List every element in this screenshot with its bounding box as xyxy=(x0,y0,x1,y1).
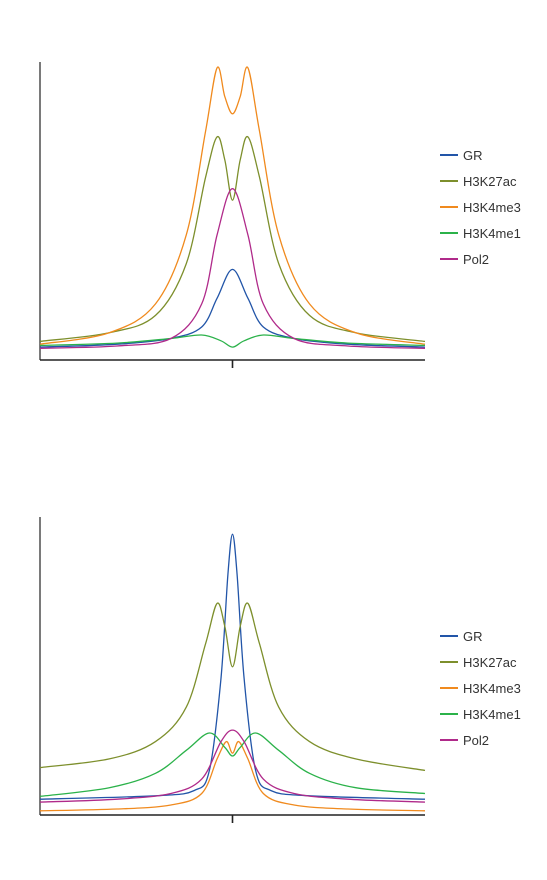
plot-area xyxy=(39,517,426,823)
legend-swatch xyxy=(440,180,458,182)
legend-label: Pol2 xyxy=(463,732,490,748)
legend: GR H3K27ac H3K4me3 H3K4me1 Pol2 xyxy=(440,142,521,272)
series-line-h3k27ac xyxy=(39,602,426,772)
figure: GR H3K27ac H3K4me3 H3K4me1 Pol2 GR H3K27ac H3K… xyxy=(0,0,547,823)
legend-item: GR xyxy=(440,623,521,649)
legend-label: GR xyxy=(463,147,483,163)
plot-area xyxy=(39,62,426,368)
legend-label: H3K4me3 xyxy=(463,680,521,696)
legend-label: H3K27ac xyxy=(463,173,517,189)
legend-swatch xyxy=(440,687,458,689)
legend-swatch xyxy=(440,661,458,663)
series-line-pol2 xyxy=(39,729,426,803)
legend-item: H3K4me3 xyxy=(440,675,521,701)
series-line-h3k4me3 xyxy=(39,66,426,345)
legend-item: H3K4me1 xyxy=(440,701,521,727)
chart-panel-1: GR H3K27ac H3K4me3 H3K4me1 Pol2 xyxy=(0,0,547,425)
legend-swatch xyxy=(440,258,458,260)
legend-label: H3K4me1 xyxy=(463,706,521,722)
legend-item: H3K27ac xyxy=(440,649,521,675)
legend-swatch xyxy=(440,206,458,208)
legend-swatch xyxy=(440,635,458,637)
legend-item: Pol2 xyxy=(440,246,521,272)
legend-swatch xyxy=(440,232,458,234)
legend-swatch xyxy=(440,739,458,741)
legend-label: Pol2 xyxy=(463,251,490,267)
series-line-gr xyxy=(39,533,426,800)
series-line-pol2 xyxy=(39,188,426,349)
series-line-h3k4me1 xyxy=(39,334,426,348)
legend-item: H3K27ac xyxy=(440,168,521,194)
legend-swatch xyxy=(440,154,458,156)
series-line-h3k4me1 xyxy=(39,732,426,798)
legend-label: GR xyxy=(463,628,483,644)
series-line-h3k27ac xyxy=(39,135,426,343)
legend-label: H3K4me3 xyxy=(463,199,521,215)
legend-label: H3K27ac xyxy=(463,654,517,670)
legend-item: H3K4me3 xyxy=(440,194,521,220)
legend-item: H3K4me1 xyxy=(440,220,521,246)
legend-item: GR xyxy=(440,142,521,168)
series-line-h3k4me3 xyxy=(39,740,426,812)
chart-panel-2: GR H3K27ac H3K4me3 H3K4me1 Pol2 xyxy=(0,455,547,880)
legend-item: Pol2 xyxy=(440,727,521,753)
legend-swatch xyxy=(440,713,458,715)
legend: GR H3K27ac H3K4me3 H3K4me1 Pol2 xyxy=(440,623,521,753)
legend-label: H3K4me1 xyxy=(463,225,521,241)
series-line-gr xyxy=(39,268,426,348)
